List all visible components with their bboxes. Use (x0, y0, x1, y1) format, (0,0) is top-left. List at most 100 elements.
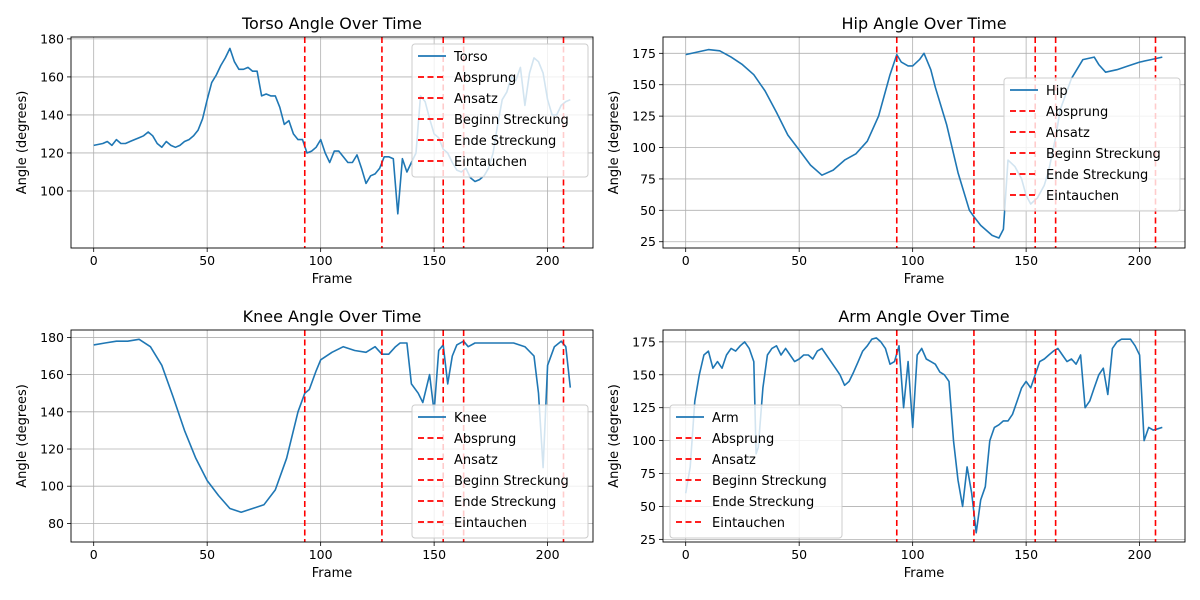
y-tick-label: 75 (640, 466, 656, 481)
legend-box (669, 404, 843, 539)
legend-label: Absprung (712, 432, 774, 447)
y-tick-label: 180 (40, 330, 64, 345)
y-tick-label: 160 (40, 69, 64, 84)
legend-label: Knee (454, 411, 487, 426)
legend-label: Absprung (454, 71, 516, 86)
axes-frame (662, 36, 1186, 249)
legend-box (1003, 77, 1181, 212)
legend-label: Absprung (454, 432, 516, 447)
legend-label: Beginn Streckung (1046, 147, 1161, 162)
legend-label: Torso (453, 50, 488, 65)
y-tick-label: 25 (640, 234, 656, 249)
y-tick-label: 150 (632, 77, 656, 92)
legend-label: Beginn Streckung (454, 113, 569, 128)
chart-title: Knee Angle Over Time (243, 307, 422, 326)
y-tick-label: 100 (632, 433, 656, 448)
legend-label: Ende Streckung (1046, 168, 1148, 183)
legend-label: Eintauchen (454, 516, 527, 531)
y-tick-label: 160 (40, 367, 64, 382)
x-tick-label: 200 (1128, 253, 1152, 268)
legend-label: Ansatz (712, 453, 756, 468)
legend-label: Absprung (1046, 105, 1108, 120)
legend-box (411, 43, 589, 178)
x-tick-label: 100 (309, 547, 333, 562)
legend: Torso Absprung Ansatz Beginn Streckung Ende … (411, 43, 589, 178)
chart-panel-2: 0 50 100 150 200 25 50 75 100 125 150 175 Hip Angle … (607, 14, 1186, 287)
y-tick-label: 100 (632, 140, 656, 155)
x-tick-label: 50 (199, 547, 215, 562)
chart-panel-3: 0 50 100 150 200 80 100 120 140 160 180 Knee Angle … (15, 307, 594, 581)
x-tick-label: 0 (90, 253, 98, 268)
x-axis-label: Frame (312, 566, 353, 581)
y-tick-label: 140 (40, 404, 64, 419)
legend-label: Arm (712, 411, 739, 426)
x-tick-label: 50 (791, 547, 807, 562)
y-tick-label: 50 (640, 499, 656, 514)
y-tick-label: 175 (632, 334, 656, 349)
legend-label: Ansatz (454, 453, 498, 468)
x-tick-label: 150 (1014, 253, 1038, 268)
y-tick-label: 180 (40, 31, 64, 46)
x-tick-label: 100 (901, 253, 925, 268)
legend: Knee Absprung Ansatz Beginn Streckung Ende S… (411, 404, 589, 539)
y-tick-label: 175 (632, 46, 656, 61)
legend-label: Ende Streckung (454, 495, 556, 510)
x-tick-label: 0 (682, 253, 690, 268)
y-tick-label: 125 (632, 400, 656, 415)
y-tick-label: 150 (632, 367, 656, 382)
plot-area (684, 330, 1163, 542)
y-tick-label: 50 (640, 203, 656, 218)
legend: Hip Absprung Ansatz Beginn Streckung Ende St… (1003, 77, 1181, 212)
x-tick-label: 200 (1128, 547, 1152, 562)
x-tick-label: 150 (422, 253, 446, 268)
x-tick-label: 50 (791, 253, 807, 268)
x-tick-label: 50 (199, 253, 215, 268)
x-axis-label: Frame (904, 272, 945, 287)
chart-panel-4: 0 50 100 150 200 25 50 75 100 125 150 175 Arm Angle … (607, 307, 1186, 581)
y-tick-label: 25 (640, 532, 656, 547)
x-axis-label: Frame (312, 272, 353, 287)
y-axis-label: Angle (degrees) (15, 91, 30, 195)
y-axis-label: Angle (degrees) (607, 91, 622, 195)
x-tick-label: 100 (309, 253, 333, 268)
legend-label: Ansatz (454, 92, 498, 107)
x-tick-label: 0 (90, 547, 98, 562)
axes-frame (662, 329, 1186, 543)
legend-label: Eintauchen (1046, 189, 1119, 204)
axes-frame (70, 36, 594, 249)
y-tick-label: 125 (632, 109, 656, 124)
y-tick-label: 120 (40, 145, 64, 160)
legend-label: Beginn Streckung (712, 474, 827, 489)
legend-label: Ende Streckung (712, 495, 814, 510)
chart-title: Hip Angle Over Time (841, 14, 1006, 33)
y-tick-label: 80 (48, 516, 64, 531)
x-tick-label: 150 (1014, 547, 1038, 562)
axes-frame (70, 329, 594, 543)
legend-box (411, 404, 589, 539)
legend-label: Hip (1046, 84, 1068, 99)
legend-label: Eintauchen (454, 155, 527, 170)
legend-label: Ansatz (1046, 126, 1090, 141)
x-tick-label: 200 (536, 253, 560, 268)
legend-label: Beginn Streckung (454, 474, 569, 489)
y-tick-label: 100 (40, 479, 64, 494)
x-tick-label: 150 (422, 547, 446, 562)
y-tick-label: 75 (640, 171, 656, 186)
legend-label: Ende Streckung (454, 134, 556, 149)
y-tick-label: 100 (40, 183, 64, 198)
series-line-knee (93, 338, 572, 513)
legend-label: Eintauchen (712, 516, 785, 531)
legend: Arm Absprung Ansatz Beginn Streckung Ende St… (669, 404, 843, 539)
chart-title: Torso Angle Over Time (241, 14, 422, 33)
chart-panel-1: 0 50 100 150 200 100 120 140 160 180 Torso Angle O… (15, 14, 594, 287)
x-tick-label: 200 (536, 547, 560, 562)
x-tick-label: 0 (682, 547, 690, 562)
y-tick-label: 140 (40, 107, 64, 122)
y-tick-label: 120 (40, 442, 64, 457)
chart-title: Arm Angle Over Time (838, 307, 1009, 326)
y-axis-label: Angle (degrees) (607, 384, 622, 488)
x-axis-label: Frame (904, 566, 945, 581)
y-axis-label: Angle (degrees) (15, 384, 30, 488)
x-tick-label: 100 (901, 547, 925, 562)
